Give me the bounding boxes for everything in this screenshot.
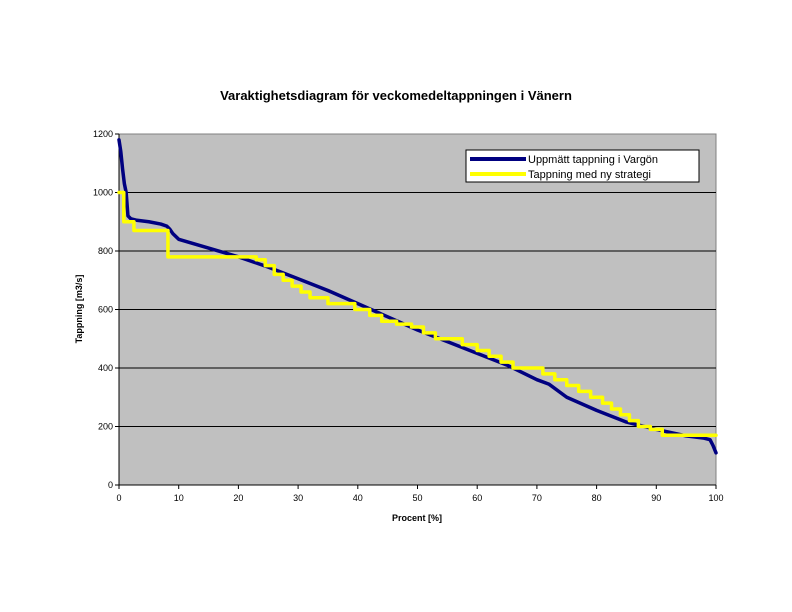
y-tick-label: 400	[98, 363, 113, 373]
x-tick-label: 30	[293, 493, 303, 503]
y-tick-label: 200	[98, 422, 113, 432]
x-axis-label: Procent [%]	[392, 513, 442, 523]
tick-labels: 0 200 400 600 800 1000 1200 0 10 20 30 40 50 60 70 80 90…	[93, 129, 724, 503]
legend-label-new-strategy: Tappning med ny strategi	[528, 169, 651, 181]
y-tick-label: 800	[98, 246, 113, 256]
x-tick-label: 20	[233, 493, 243, 503]
x-tick-label: 100	[708, 493, 723, 503]
x-tick-label: 50	[412, 493, 422, 503]
legend-label-measured: Uppmätt tappning i Vargön	[528, 154, 658, 166]
series-lines	[117, 138, 718, 455]
y-tick-label: 1200	[93, 129, 113, 139]
x-tick-label: 10	[174, 493, 184, 503]
x-tick-label: 70	[532, 493, 542, 503]
legend: Uppmätt tappning i Vargön Tappning med n…	[465, 149, 700, 183]
chart-title: Varaktighetsdiagram för veckomedeltappni…	[220, 88, 572, 103]
x-tick-label: 60	[472, 493, 482, 503]
y-axis-label: Tappning [m3/s]	[74, 275, 84, 344]
x-tick-label: 40	[353, 493, 363, 503]
x-tick-label: 90	[651, 493, 661, 503]
x-tick-label: 0	[116, 493, 121, 503]
y-tick-label: 1000	[93, 188, 113, 198]
y-tick-label: 0	[108, 480, 113, 490]
y-tick-label: 600	[98, 305, 113, 315]
series-line-0	[117, 138, 718, 455]
legend-box	[465, 149, 700, 183]
grid-lines	[119, 192, 716, 427]
series-line-1	[117, 190, 718, 438]
x-tick-label: 80	[592, 493, 602, 503]
